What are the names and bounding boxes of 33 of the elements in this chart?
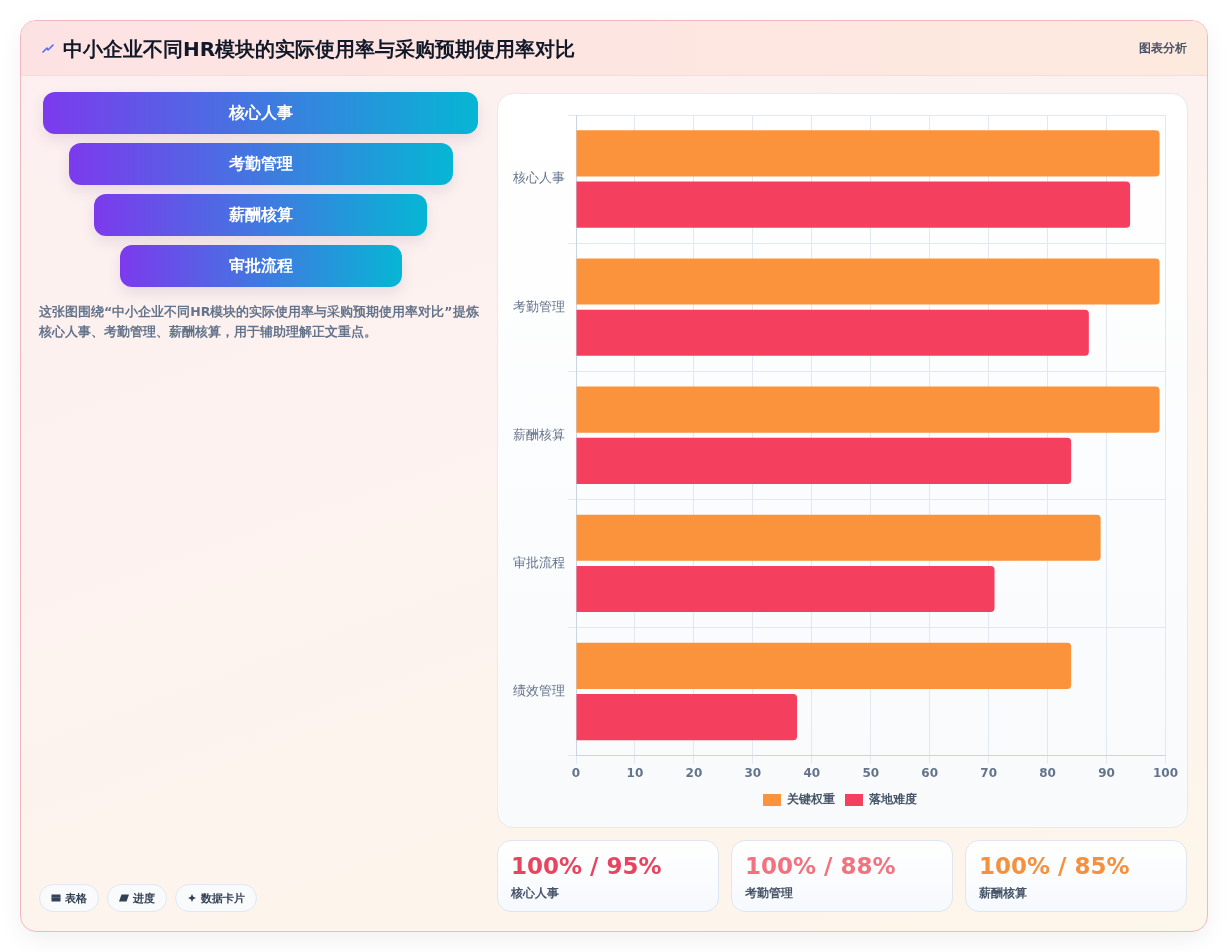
y-tick-label: 薪酬核算 bbox=[513, 426, 565, 442]
y-tick-label: 绩效管理 bbox=[513, 682, 565, 698]
x-tick-label: 0 bbox=[571, 765, 581, 780]
category-label: 审批流程 bbox=[119, 245, 402, 287]
category-label: 核心人事 bbox=[43, 92, 478, 134]
y-tick-label: 审批流程 bbox=[513, 554, 565, 570]
x-tick-label: 20 bbox=[685, 765, 703, 780]
y-tick-label: 核心人事 bbox=[512, 170, 565, 186]
x-tick-label: 10 bbox=[626, 765, 644, 780]
category-label: 薪酬核算 bbox=[94, 194, 427, 236]
x-tick-label: 100 bbox=[1152, 765, 1179, 780]
x-tick-label: 70 bbox=[980, 765, 997, 780]
text: 进度 bbox=[133, 890, 155, 906]
text: 这张图围绕“中小企业不同HR模块的实际使用率与采购预期使用率对比”提炼核心人事、考勤管理、薪酬核算，用于辅助理解正文重点。 bbox=[39, 303, 480, 341]
text: 100% / 88% bbox=[745, 852, 896, 880]
category-label: 薪酬核算 bbox=[979, 885, 1027, 902]
x-tick-label: 90 bbox=[1098, 765, 1115, 780]
text: 表格 bbox=[65, 890, 87, 906]
text: 100% / 95% bbox=[511, 852, 662, 880]
text: 数据卡片 bbox=[201, 890, 245, 906]
x-tick-label: 50 bbox=[862, 765, 880, 780]
legend-label: 关键权重 bbox=[786, 792, 835, 807]
x-tick-label: 80 bbox=[1039, 765, 1056, 780]
x-tick-label: 40 bbox=[803, 765, 821, 780]
category-label: 考勤管理 bbox=[68, 143, 453, 185]
text: 100% / 85% bbox=[979, 852, 1130, 880]
x-tick-label: 30 bbox=[744, 765, 762, 780]
text: 中小企业不同HR模块的实际使用率与采购预期使用率对比 bbox=[63, 37, 576, 61]
category-label: 考勤管理 bbox=[745, 885, 793, 902]
y-tick-label: 考勤管理 bbox=[513, 298, 565, 314]
text: 图表分析 bbox=[1139, 40, 1187, 57]
x-tick-label: 60 bbox=[921, 765, 939, 780]
legend-label: 落地难度 bbox=[868, 792, 917, 807]
